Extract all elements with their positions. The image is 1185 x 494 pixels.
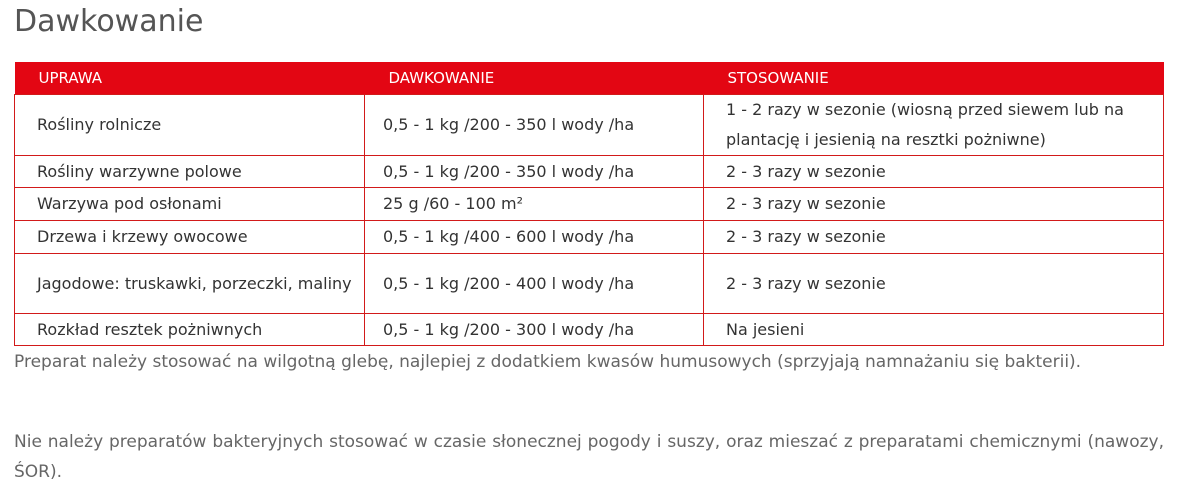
table-row: Rozkład resztek pożniwnych 0,5 - 1 kg /2…	[14, 313, 1164, 346]
cell-dose: 0,5 - 1 kg /200 - 350 l wody /ha	[364, 94, 704, 156]
table-row: Warzywa pod osłonami 25 g /60 - 100 m² 2…	[14, 187, 1164, 221]
header-uprawa: UPRAWA	[14, 62, 365, 95]
cell-crop: Rośliny rolnicze	[14, 94, 365, 156]
cell-dose: 25 g /60 - 100 m²	[364, 187, 704, 221]
table-row: Rośliny rolnicze 0,5 - 1 kg /200 - 350 l…	[14, 94, 1164, 156]
dosage-table: UPRAWA DAWKOWANIE STOSOWANIE Rośliny rol…	[14, 62, 1164, 346]
cell-dose: 0,5 - 1 kg /200 - 300 l wody /ha	[364, 313, 704, 346]
cell-crop: Drzewa i krzewy owocowe	[14, 220, 365, 254]
cell-usage: 2 - 3 razy w sezonie	[703, 220, 1164, 254]
cell-dose: 0,5 - 1 kg /400 - 600 l wody /ha	[364, 220, 704, 254]
cell-usage: 1 - 2 razy w sezonie (wiosną przed siewe…	[703, 94, 1164, 156]
cell-crop: Jagodowe: truskawki, porzeczki, maliny	[14, 253, 365, 314]
cell-crop: Rozkład resztek pożniwnych	[14, 313, 365, 346]
cell-usage: Na jesieni	[703, 313, 1164, 346]
cell-usage: 2 - 3 razy w sezonie	[703, 187, 1164, 221]
table-header-row: UPRAWA DAWKOWANIE STOSOWANIE	[14, 62, 1164, 95]
table-row: Jagodowe: truskawki, porzeczki, maliny 0…	[14, 253, 1164, 314]
cell-usage: 2 - 3 razy w sezonie	[703, 155, 1164, 188]
cell-dose: 0,5 - 1 kg /200 - 350 l wody /ha	[364, 155, 704, 188]
cell-usage: 2 - 3 razy w sezonie	[703, 253, 1164, 314]
table-row: Drzewa i krzewy owocowe 0,5 - 1 kg /400 …	[14, 220, 1164, 254]
cell-crop: Warzywa pod osłonami	[14, 187, 365, 221]
cell-crop: Rośliny warzywne polowe	[14, 155, 365, 188]
cell-dose: 0,5 - 1 kg /200 - 400 l wody /ha	[364, 253, 704, 314]
header-stosowanie: STOSOWANIE	[703, 62, 1164, 95]
note-paragraph-1: Preparat należy stosować na wilgotną gle…	[14, 352, 1082, 372]
header-dawkowanie: DAWKOWANIE	[364, 62, 704, 95]
table-row: Rośliny warzywne polowe 0,5 - 1 kg /200 …	[14, 155, 1164, 188]
page-title: Dawkowanie	[14, 4, 204, 39]
note-paragraph-2: Nie należy preparatów bakteryjnych stoso…	[14, 432, 1164, 482]
